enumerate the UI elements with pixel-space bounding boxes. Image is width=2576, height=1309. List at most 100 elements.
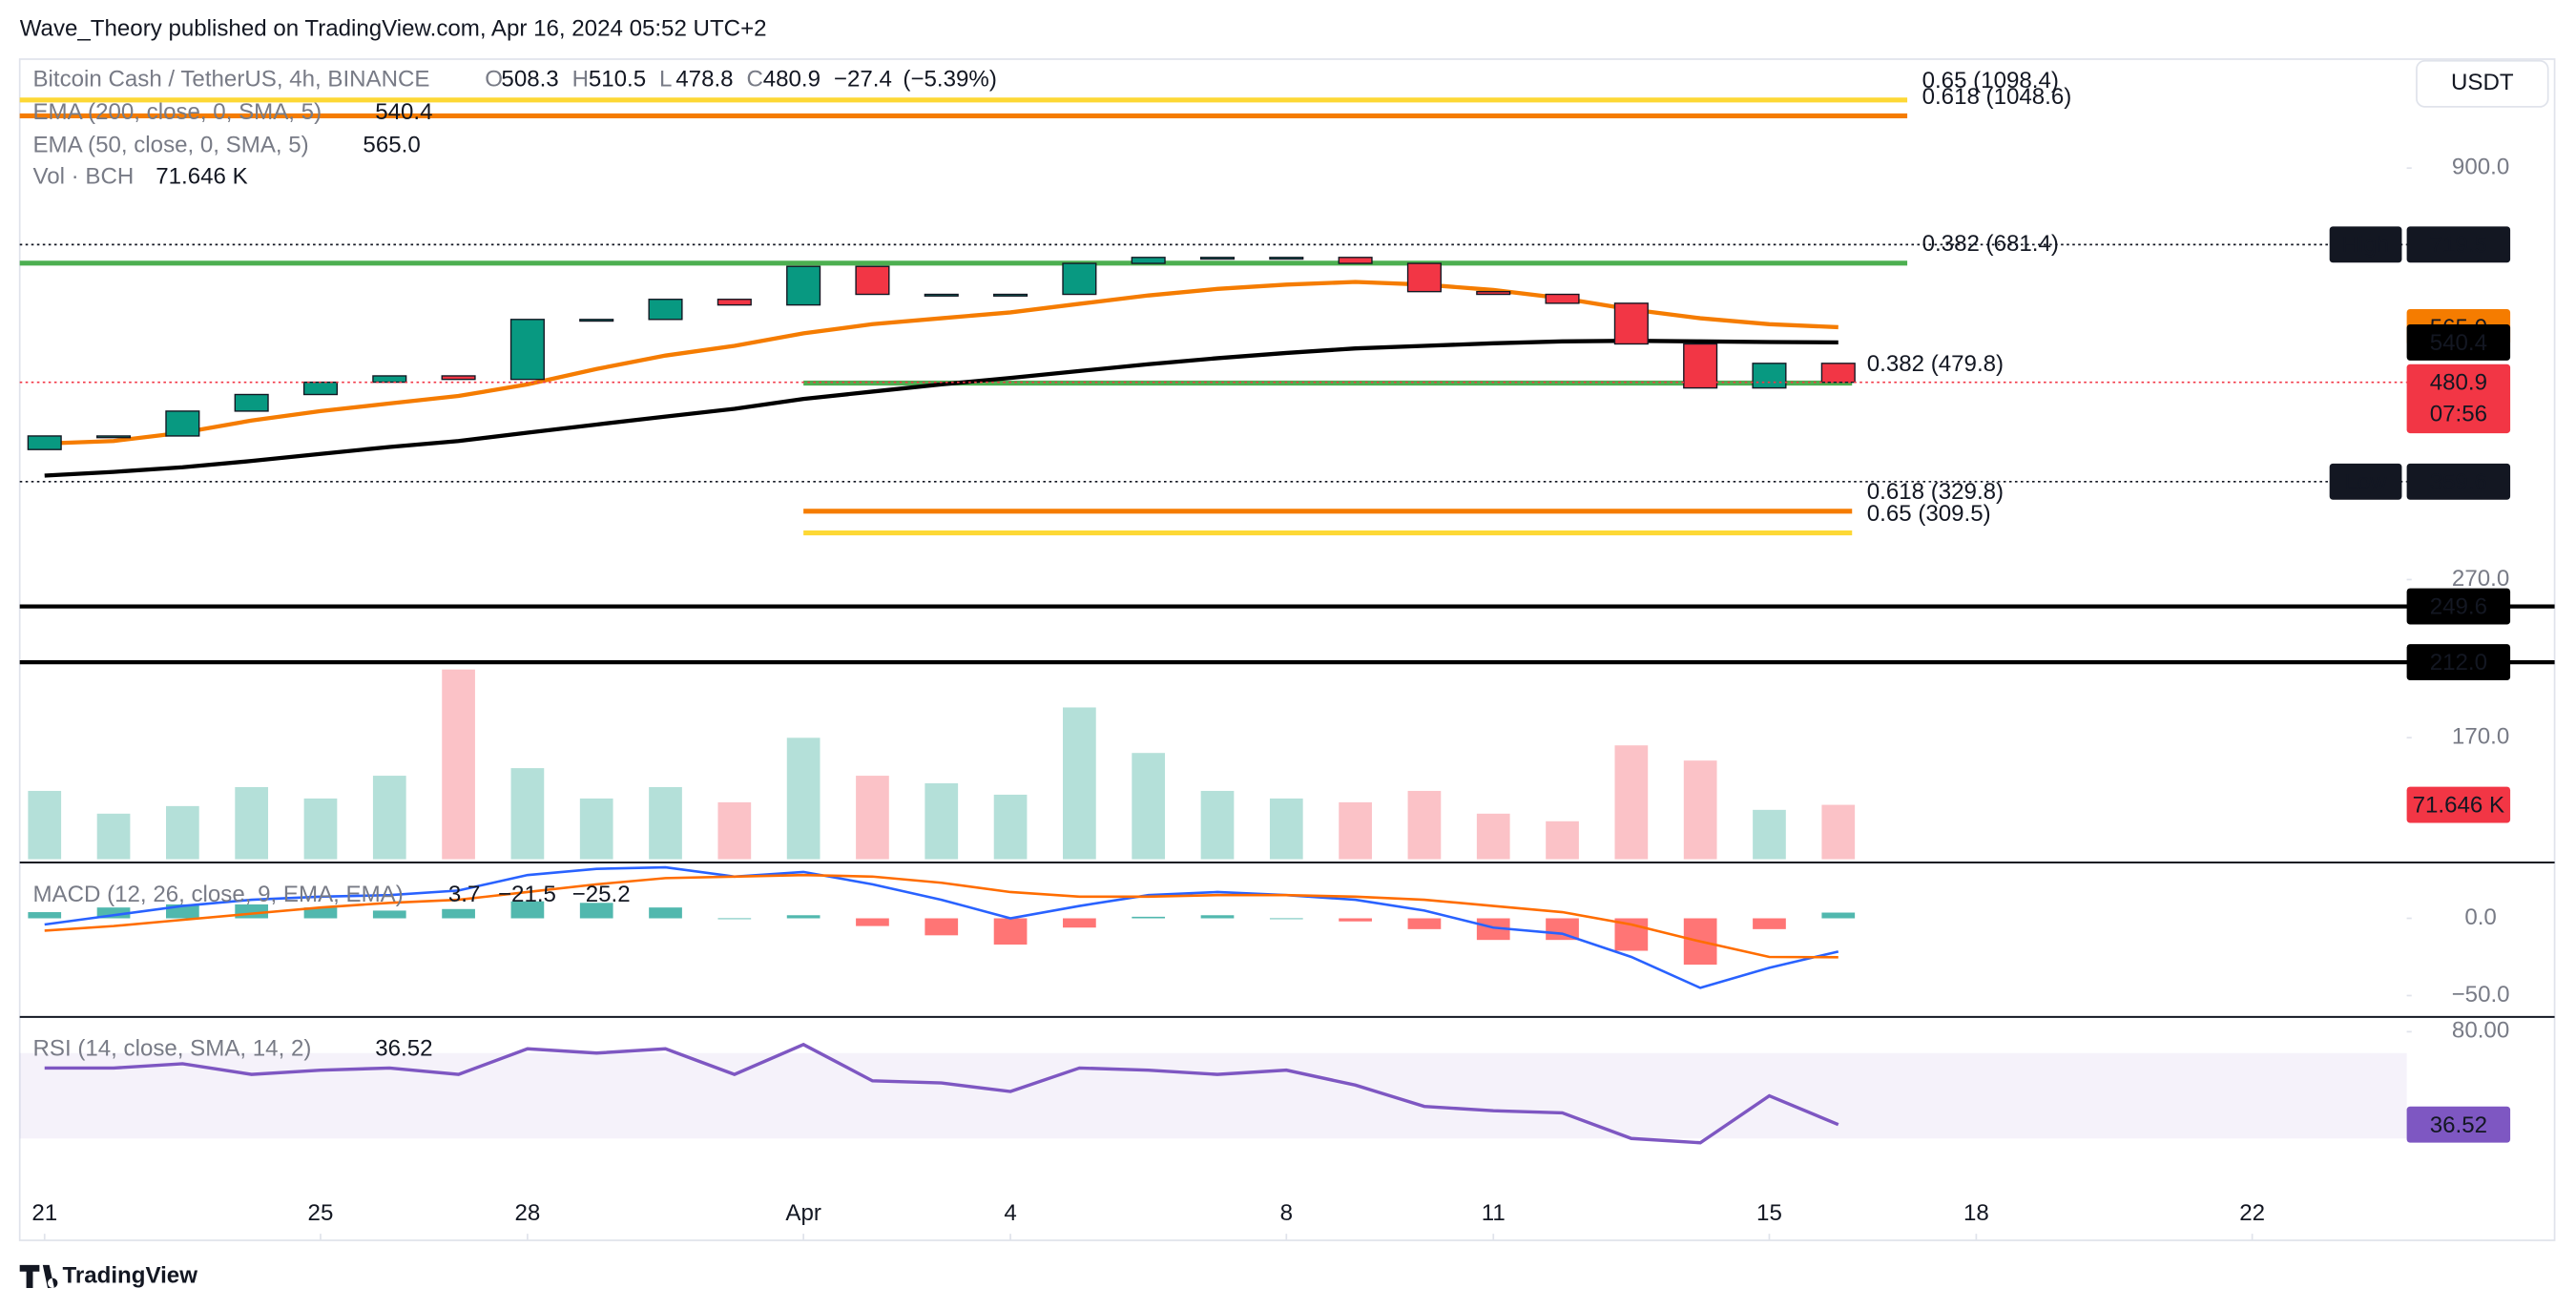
price-badge [2406,588,2511,625]
macd-histogram [993,918,1028,945]
change-pct: (−5.39%) [903,67,996,93]
candle-body [717,299,752,306]
volume-bar [28,790,62,860]
y-tick-label: 0.0 [2464,904,2497,930]
volume-bar [442,669,475,860]
publisher-header: Wave_Theory published on TradingView.com… [20,15,767,41]
volume-bar [856,776,889,860]
low-name: Low [2344,469,2387,495]
ohlc-value: 510.5 [589,67,646,93]
macd-histogram [717,918,752,920]
candle-body [302,381,339,396]
legend-name: EMA (200, close, 0, SMA, 5) [32,99,322,125]
candle-body [1338,257,1373,264]
change: −27.4 [834,67,892,93]
price-badge-label: 36.52 [2430,1112,2487,1138]
volume-bar [786,738,821,860]
volume-bar [579,798,613,860]
candle-body [1131,257,1166,264]
candle-body [509,319,545,381]
macd-histogram [1269,918,1303,920]
ema-line [44,339,1839,478]
price-badge [2406,644,2511,681]
volume-bar [1063,707,1096,860]
x-tick-label: 28 [514,1200,540,1226]
candle-body [579,319,614,322]
volume-bar [649,786,682,860]
macd-value: −21.5 [498,882,556,907]
rsi-line [44,1042,1839,1145]
macd-histogram [1821,912,1856,919]
price-badge-label: 719.5 [2430,232,2487,258]
candle-body [1406,262,1442,293]
price-badge-label: 480.9 [2430,370,2487,396]
volume-bar [1614,745,1649,860]
volume-bar [1269,798,1303,860]
macd-histogram [1132,916,1166,919]
volume-bar [717,801,752,860]
candle-body [234,393,269,412]
volume-bar [1546,821,1579,860]
legend-value: 71.646 K [156,163,247,189]
price-badge [2406,1106,2511,1143]
macd-value: 3.7 [448,882,480,907]
logo [19,1264,58,1288]
volume-bar [1821,804,1856,860]
price-badge [2406,226,2511,263]
high-tag [2329,226,2402,263]
legend-name: Vol · BCH [32,163,134,189]
volume-bar [1200,790,1235,860]
legend-value: 540.4 [375,99,432,125]
logo-icon [19,1264,58,1288]
candle-body [786,265,821,306]
price-badge [2406,463,2511,500]
candle-body [1199,257,1236,260]
currency-button[interactable] [2416,59,2549,108]
high-name: High [2342,232,2390,258]
fib-label: 0.65 (1098.4) [1922,68,2059,94]
ohlc-value: 478.8 [675,67,733,93]
macd-histogram [442,908,475,919]
candle-body [924,293,959,297]
y-tick-label: −50.0 [2452,982,2510,1008]
macd-histogram [1407,918,1442,929]
fib-label: 0.618 (1048.6) [1922,84,2072,110]
macd-line [44,873,1839,959]
x-tick-label: 21 [31,1200,57,1226]
macd-histogram [510,901,545,919]
macd-histogram [372,910,406,919]
volume-bar [1683,760,1717,860]
candle-body [993,293,1028,297]
candle-body [1269,257,1304,260]
y-tick-label: 270.0 [2452,566,2509,592]
macd-histogram [1476,918,1510,941]
price-badge-label: 359.6 [2430,469,2487,495]
volume-bar [96,813,131,860]
volume-bar [303,798,338,860]
y-tick-label: 900.0 [2452,155,2509,180]
macd-title: MACD (12, 26, close, 9, EMA, EMA) [32,882,403,907]
rsi-band [19,1052,2407,1139]
macd-histogram [1339,918,1372,922]
countdown: 07:56 [2430,401,2487,426]
ohlc-key: O [485,67,503,93]
ohlc-value: 480.9 [763,67,821,93]
candle-body [1752,363,1787,389]
candle-body [1613,302,1649,345]
fib-label: 0.618 (329.8) [1867,479,2004,505]
volume-bar [924,783,959,860]
x-tick-label: 11 [1482,1200,1506,1226]
y-tick-label: 170.0 [2452,724,2509,750]
ohlc-key: H [572,67,589,93]
candle-body [1820,363,1856,384]
currency-label[interactable]: USDT [2451,70,2514,95]
macd-histogram [579,903,613,919]
y-tick-label: 80.00 [2452,1018,2509,1044]
price-badge [2406,786,2511,823]
x-tick-label: 15 [1756,1200,1782,1226]
fib-label: 0.382 (681.4) [1922,231,2059,257]
macd-histogram [96,907,131,919]
x-tick-label: 4 [1004,1200,1016,1226]
price-badge-label: 71.646 K [2413,793,2504,819]
